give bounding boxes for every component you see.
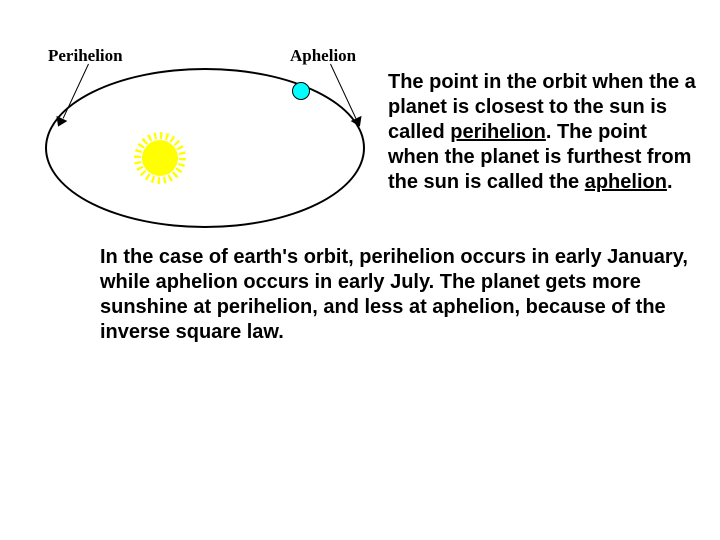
perihelion-label: Perihelion: [48, 46, 123, 66]
diagram-canvas: Perihelion Aphelion The point in the orb…: [0, 0, 720, 540]
sun-icon: [142, 140, 178, 176]
aphelion-label: Aphelion: [290, 46, 356, 66]
description-right-block: The point in the orbit when the a planet…: [388, 70, 698, 195]
desc-underline-perihelion: perihelion: [450, 121, 546, 143]
planet-icon: [292, 82, 310, 100]
desc-text-3: .: [667, 171, 673, 193]
description-full-block: In the case of earth's orbit, perihelion…: [100, 245, 700, 345]
orbit-ellipse: [45, 68, 365, 228]
desc-text-4: In the case of earth's orbit, perihelion…: [100, 246, 688, 343]
desc-underline-aphelion: aphelion: [585, 171, 667, 193]
